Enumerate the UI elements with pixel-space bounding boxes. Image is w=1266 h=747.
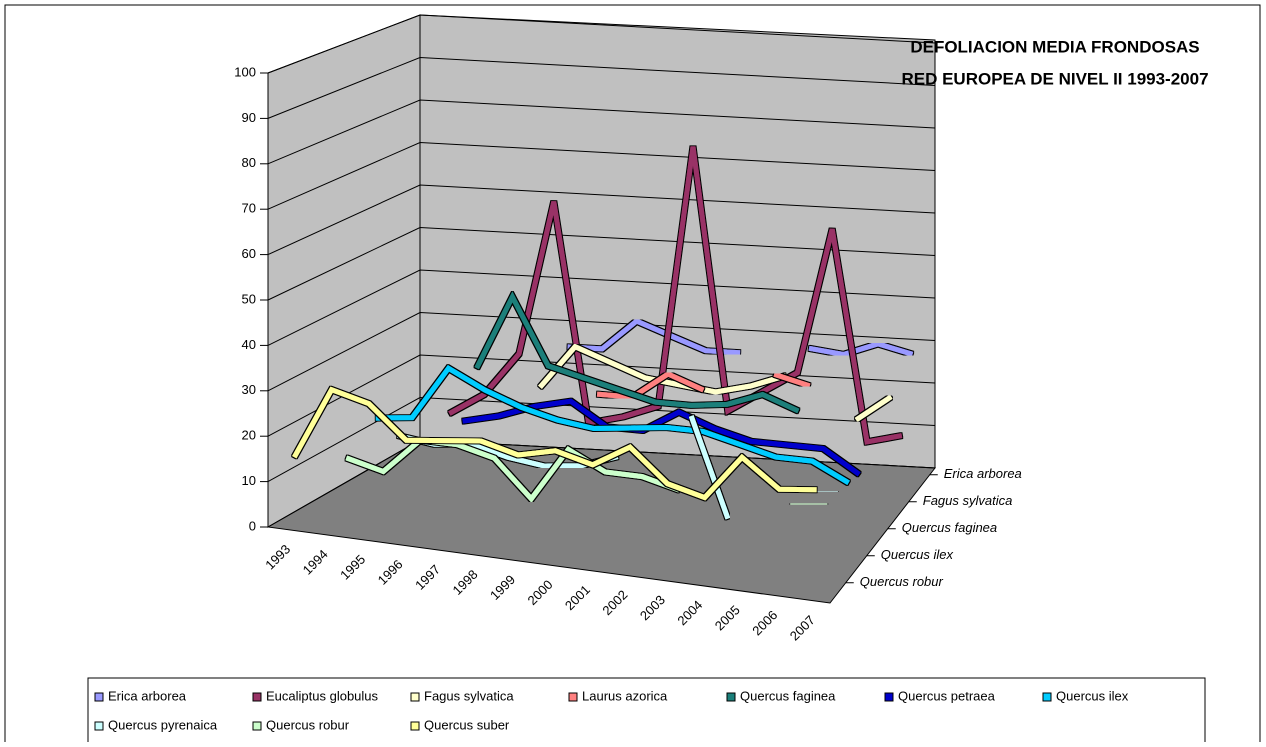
- legend-swatch: [253, 722, 261, 730]
- legend-swatch: [95, 693, 103, 701]
- y-tick-label: 90: [242, 110, 256, 125]
- chart-title: DEFOLIACION MEDIA FRONDOSAS: [910, 37, 1199, 56]
- y-tick-label: 20: [242, 428, 256, 443]
- legend-swatch: [411, 693, 419, 701]
- y-tick-label: 60: [242, 246, 256, 261]
- legend-swatch: [885, 693, 893, 701]
- y-tick-label: 70: [242, 201, 256, 216]
- legend-label: Laurus azorica: [582, 688, 668, 703]
- depth-label: Erica arborea: [944, 466, 1022, 481]
- legend-label: Quercus suber: [424, 717, 510, 732]
- legend-swatch: [95, 722, 103, 730]
- depth-label: Quercus ilex: [881, 547, 954, 562]
- legend-label: Quercus pyrenaica: [108, 717, 218, 732]
- legend-label: Quercus faginea: [740, 688, 836, 703]
- legend-label: Eucaliptus globulus: [266, 688, 379, 703]
- legend-swatch: [253, 693, 261, 701]
- y-tick-label: 80: [242, 155, 256, 170]
- depth-label: Quercus faginea: [902, 520, 997, 535]
- legend-swatch: [1043, 693, 1051, 701]
- legend-swatch: [411, 722, 419, 730]
- y-tick-label: 100: [234, 64, 256, 79]
- legend-label: Quercus robur: [266, 717, 350, 732]
- y-tick-label: 30: [242, 382, 256, 397]
- y-tick-label: 40: [242, 337, 256, 352]
- legend-swatch: [727, 693, 735, 701]
- legend-label: Quercus petraea: [898, 688, 996, 703]
- legend-label: Erica arborea: [108, 688, 187, 703]
- y-tick-label: 50: [242, 291, 256, 306]
- depth-label: Fagus sylvatica: [923, 493, 1013, 508]
- legend-label: Quercus ilex: [1056, 688, 1129, 703]
- legend-label: Fagus sylvatica: [424, 688, 514, 703]
- chart-subtitle: RED EUROPEA DE NIVEL II 1993-2007: [901, 69, 1208, 88]
- y-tick-label: 10: [242, 473, 256, 488]
- y-tick-label: 0: [249, 518, 256, 533]
- side-wall: [268, 15, 420, 527]
- depth-label: Quercus robur: [860, 574, 944, 589]
- legend-swatch: [569, 693, 577, 701]
